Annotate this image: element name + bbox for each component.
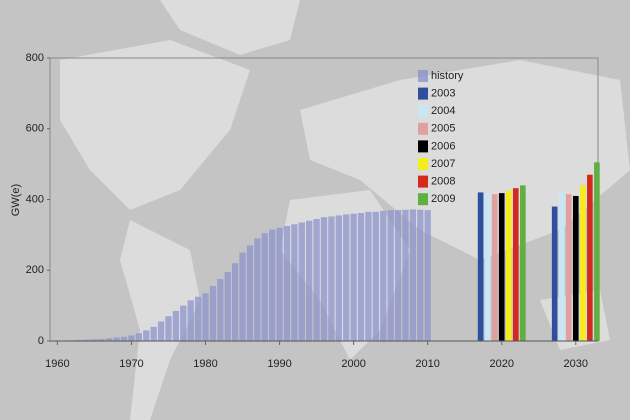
- history-bar: [209, 286, 217, 341]
- legend-label: 2006: [431, 140, 455, 152]
- legend-swatch: [418, 193, 428, 206]
- projection-bar: [587, 174, 593, 341]
- history-bar: [313, 218, 320, 341]
- y-axis-label: GW(e): [10, 184, 22, 216]
- history-bar: [194, 296, 202, 341]
- history-bar: [180, 305, 187, 341]
- projection-bar: [491, 194, 498, 341]
- x-tick-label: 2000: [341, 358, 365, 370]
- history-bar: [106, 338, 113, 341]
- history-bar: [76, 339, 83, 341]
- projection-bar: [477, 192, 484, 341]
- projection-bar: [565, 194, 572, 341]
- y-tick-label: 600: [26, 123, 44, 135]
- legend-label: 2008: [431, 176, 455, 188]
- x-tick-label: 2010: [415, 358, 439, 370]
- x-tick-label: 2030: [564, 358, 588, 370]
- history-bar: [254, 238, 261, 341]
- history-bar: [283, 226, 291, 341]
- history-bar: [394, 210, 402, 341]
- history-bar: [187, 300, 194, 341]
- history-bar: [350, 213, 357, 341]
- history-bar: [269, 229, 276, 341]
- history-bar: [143, 330, 150, 341]
- history-bar: [328, 216, 335, 341]
- projection-bar: [551, 206, 558, 341]
- history-bar: [320, 217, 328, 341]
- legend-swatch: [418, 122, 428, 135]
- history-bar: [224, 272, 231, 341]
- y-tick-label: 0: [38, 335, 44, 347]
- history-bar: [424, 210, 431, 341]
- history-bar: [128, 335, 135, 341]
- history-bar: [120, 336, 128, 341]
- history-bar: [246, 245, 254, 341]
- legend-label: 2005: [431, 123, 455, 135]
- history-bar: [357, 212, 365, 341]
- projection-bar: [512, 188, 519, 341]
- history-bar: [98, 338, 105, 341]
- y-tick-label: 800: [26, 52, 44, 64]
- legend-swatch: [418, 140, 428, 153]
- history-bar: [150, 326, 157, 341]
- x-tick-label: 1970: [119, 358, 143, 370]
- history-bar: [387, 210, 394, 341]
- y-tick-label: 200: [26, 264, 44, 276]
- x-tick-label: 1990: [267, 358, 291, 370]
- history-bar: [409, 209, 417, 341]
- history-bar: [135, 333, 143, 341]
- history-bar: [172, 310, 180, 341]
- projection-bar: [484, 193, 491, 341]
- history-bar: [306, 220, 313, 341]
- history-bar: [91, 339, 98, 341]
- history-bar: [343, 214, 350, 341]
- legend-swatch: [418, 175, 428, 188]
- history-bar: [165, 316, 172, 341]
- projection-bar: [580, 185, 586, 341]
- history-bar: [372, 211, 379, 341]
- history-bar: [298, 222, 305, 341]
- history-bar: [202, 293, 209, 341]
- x-tick-label: 1960: [45, 358, 69, 370]
- history-bar: [239, 252, 246, 341]
- legend-swatch: [418, 158, 428, 170]
- history-bar: [231, 263, 239, 341]
- history-bar: [83, 339, 91, 341]
- legend-label: 2003: [431, 88, 455, 100]
- legend-swatch: [418, 70, 428, 82]
- legend-swatch: [418, 105, 428, 118]
- projection-bar: [594, 162, 600, 341]
- legend-label: history: [431, 70, 464, 82]
- history-bar: [276, 227, 283, 341]
- x-tick-label: 1980: [193, 358, 217, 370]
- y-tick-label: 400: [26, 193, 44, 205]
- history-bar: [113, 337, 120, 341]
- legend-label: 2009: [431, 193, 455, 205]
- history-bar: [217, 279, 224, 341]
- history-bar: [261, 233, 268, 341]
- projection-bar: [558, 192, 565, 341]
- projection-bar: [505, 190, 512, 341]
- history-bar: [291, 224, 298, 341]
- history-bar: [417, 209, 424, 341]
- history-bar: [365, 211, 372, 341]
- history-bar: [380, 210, 387, 341]
- history-bar: [335, 215, 342, 341]
- projection-bar: [520, 185, 526, 341]
- legend-swatch: [418, 87, 428, 100]
- legend-label: 2004: [431, 105, 455, 117]
- projection-bar: [498, 193, 505, 341]
- history-bar: [402, 209, 409, 341]
- projection-bar: [572, 195, 579, 341]
- history-bar: [157, 321, 165, 341]
- x-tick-label: 2020: [489, 358, 513, 370]
- legend-label: 2007: [431, 158, 455, 170]
